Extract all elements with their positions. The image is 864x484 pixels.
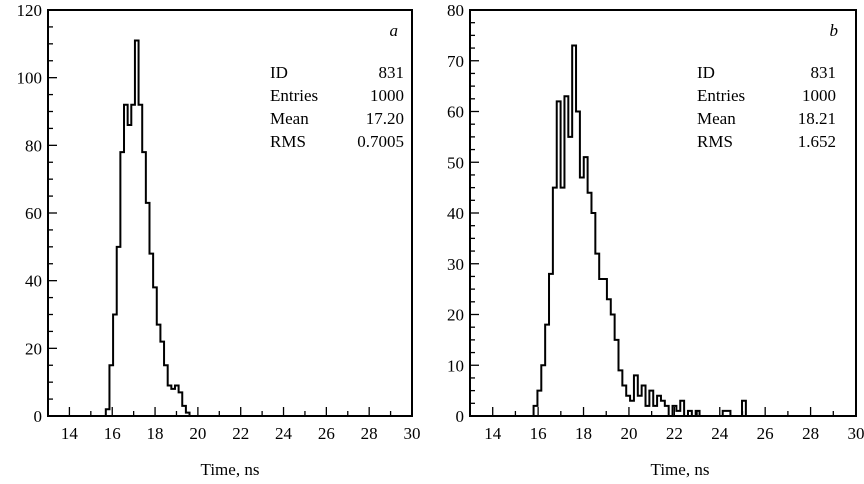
stat-value-a: 1000: [370, 86, 404, 105]
histogram-bin-b: [568, 137, 572, 416]
stat-value-b: 1000: [802, 86, 836, 105]
y-tick-label-b: 0: [456, 407, 465, 426]
histogram-bin-b: [607, 299, 611, 416]
x-tick-label-b: 30: [848, 424, 864, 443]
histogram-bin-b: [588, 193, 592, 416]
stat-value-b: 18.21: [798, 109, 836, 128]
x-tick-label-b: 24: [711, 424, 729, 443]
y-tick-label-a: 100: [17, 69, 43, 88]
stat-value-b: 1.652: [798, 132, 836, 151]
x-tick-label-a: 20: [189, 424, 206, 443]
y-tick-label-b: 50: [447, 153, 464, 172]
x-tick-label-b: 18: [575, 424, 592, 443]
x-tick-label-a: 16: [104, 424, 121, 443]
x-tick-label-b: 16: [530, 424, 547, 443]
stat-label-a: Entries: [270, 86, 318, 105]
histogram-bin-a: [131, 105, 135, 416]
y-tick-label-b: 80: [447, 1, 464, 20]
stat-label-a: Mean: [270, 109, 309, 128]
x-axis-label-a: Time, ns: [201, 460, 260, 479]
x-axis-label-b: Time, ns: [651, 460, 710, 479]
y-tick-label-b: 30: [447, 255, 464, 274]
x-tick-label-a: 14: [61, 424, 79, 443]
x-tick-label-a: 22: [232, 424, 249, 443]
histogram-bin-b: [638, 396, 642, 416]
stat-label-b: RMS: [697, 132, 733, 151]
x-tick-label-b: 14: [484, 424, 502, 443]
histogram-bin-a: [168, 386, 172, 416]
histogram-outline-a: [48, 39, 412, 417]
histogram-bin-b: [653, 406, 657, 416]
y-tick-label-a: 40: [25, 272, 42, 291]
y-tick-label-b: 70: [447, 52, 464, 71]
histogram-bin-b: [646, 406, 650, 416]
y-tick-label-b: 60: [447, 103, 464, 122]
x-tick-label-b: 26: [757, 424, 774, 443]
stat-value-a: 0.7005: [357, 132, 404, 151]
stat-label-b: Mean: [697, 109, 736, 128]
panel-a: a Time, ns 14 16 18 20 22 24 26 28 30 0 20 40 60 80 10…: [17, 1, 421, 479]
histogram-bin-b: [561, 188, 565, 416]
stat-value-b: 831: [811, 63, 837, 82]
x-tick-label-a: 26: [318, 424, 335, 443]
histogram-bin-a: [171, 389, 175, 416]
histogram-bin-a: [128, 125, 132, 416]
histogram-bin-b: [580, 177, 584, 416]
histogram-bin-b: [584, 157, 588, 416]
panel-label-a: a: [390, 21, 399, 40]
y-tick-label-a: 120: [17, 1, 43, 20]
stat-label-b: ID: [697, 63, 715, 82]
y-tick-label-b: 40: [447, 204, 464, 223]
y-tick-label-b: 10: [447, 356, 464, 375]
histogram-bin-b: [599, 279, 603, 416]
plot-frame-b: [469, 9, 857, 417]
y-tick-label-a: 60: [25, 204, 42, 223]
stat-value-a: 17.20: [366, 109, 404, 128]
y-tick-label-a: 80: [25, 136, 42, 155]
panel-b: b Time, ns 14 16 18 20 22 24 26 28 30 0 10 20 30 40 50…: [447, 1, 864, 479]
x-tick-label-b: 22: [666, 424, 683, 443]
x-tick-label-b: 28: [802, 424, 819, 443]
x-tick-label-a: 24: [275, 424, 293, 443]
histogram-outline-b: [470, 44, 856, 417]
y-tick-label-b: 20: [447, 306, 464, 325]
x-tick-label-b: 20: [620, 424, 637, 443]
stat-label-a: RMS: [270, 132, 306, 151]
panel-label-b: b: [830, 21, 839, 40]
stat-value-a: 831: [379, 63, 405, 82]
x-tick-label-a: 30: [404, 424, 421, 443]
y-tick-label-a: 20: [25, 339, 42, 358]
stat-label-a: ID: [270, 63, 288, 82]
plot-frame-a: [47, 9, 413, 417]
stat-label-b: Entries: [697, 86, 745, 105]
histogram-bin-b: [630, 401, 634, 416]
x-tick-label-a: 28: [361, 424, 378, 443]
y-tick-label-a: 0: [34, 407, 43, 426]
x-tick-label-a: 18: [147, 424, 164, 443]
